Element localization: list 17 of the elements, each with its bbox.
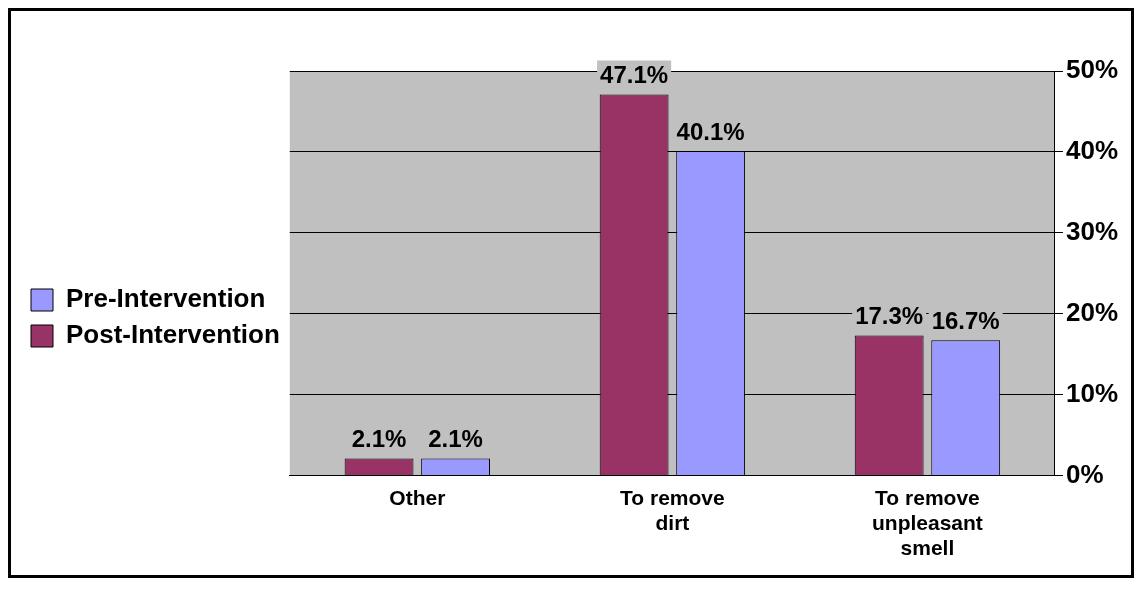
y-tick-label: 0% [1065, 458, 1104, 489]
y-tick-label: 20% [1065, 296, 1119, 327]
legend-label: Post-Intervention [66, 319, 280, 350]
data-label: 17.3% [855, 302, 924, 330]
y-tick-label: 40% [1065, 135, 1119, 166]
x-tick-label: To remove unpleasant smell [872, 485, 983, 560]
data-label: 2.1% [351, 425, 407, 453]
y-tick-label: 50% [1065, 54, 1119, 85]
y-tick-label: 30% [1065, 215, 1119, 246]
data-label: 2.1% [428, 425, 483, 453]
data-label: 47.1% [600, 61, 669, 89]
legend-label: Pre-Intervention [66, 283, 266, 314]
x-tick-label: To remove dirt [620, 485, 725, 534]
x-tick-label: Other [389, 485, 446, 509]
data-label: 40.1% [676, 117, 745, 145]
y-tick-label: 10% [1065, 377, 1119, 408]
data-label: 16.7% [931, 306, 1000, 334]
